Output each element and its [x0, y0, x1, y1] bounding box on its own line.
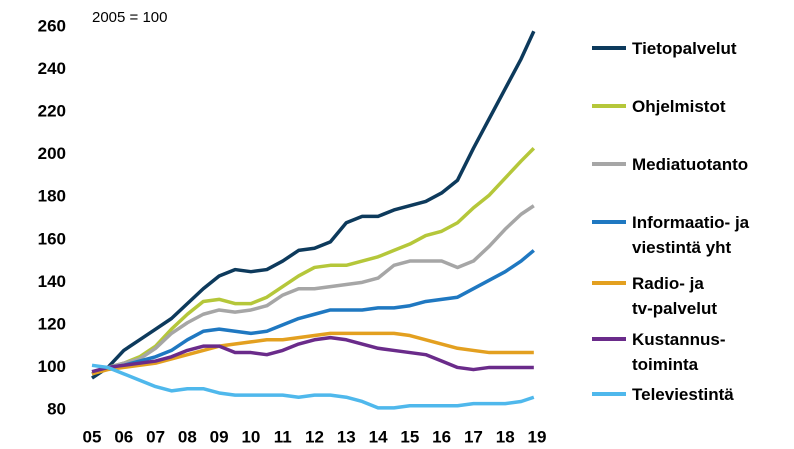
x-tick-label: 05 — [83, 427, 102, 446]
y-tick-label: 140 — [38, 272, 66, 291]
x-tick-label: 17 — [464, 427, 483, 446]
legend-swatch — [592, 337, 626, 341]
x-tick-label: 10 — [241, 427, 260, 446]
legend-swatch — [592, 220, 626, 224]
y-tick-label: 220 — [38, 102, 66, 121]
x-tick-label: 12 — [305, 427, 324, 446]
legend-label: Informaatio- ja viestintä yht — [632, 212, 750, 257]
legend-swatch — [592, 392, 626, 396]
x-tick-label: 08 — [178, 427, 197, 446]
legend-swatch — [592, 46, 626, 50]
series-line — [91, 147, 536, 376]
x-tick-label: 06 — [114, 427, 133, 446]
x-tick-label: 18 — [496, 427, 515, 446]
x-tick-label: 15 — [400, 427, 419, 446]
series-line — [91, 30, 536, 380]
series-line — [91, 335, 534, 374]
y-tick-label: 200 — [38, 144, 66, 163]
series-line — [91, 204, 535, 376]
y-tick-label: 240 — [38, 59, 66, 78]
legend-label: Televiestintä — [632, 384, 734, 404]
y-tick-label: 260 — [38, 16, 66, 35]
x-tick-label: 14 — [369, 427, 388, 446]
series-line — [91, 363, 535, 410]
y-tick-label: 180 — [38, 187, 66, 206]
legend-swatch — [592, 281, 626, 285]
legend-label: Mediatuotanto — [632, 154, 749, 174]
series-line — [91, 331, 534, 376]
x-tick-label: 19 — [528, 427, 547, 446]
legend-label: Ohjelmistot — [632, 96, 726, 116]
x-tick-label: 16 — [432, 427, 451, 446]
legend-swatch — [592, 104, 626, 108]
x-tick-label: 09 — [210, 427, 229, 446]
legend-label: Radio- ja tv-palvelut — [632, 273, 718, 318]
y-tick-label: 160 — [38, 229, 66, 248]
legend-label: Tietopalvelut — [632, 38, 737, 58]
annotation: 2005 = 100 — [92, 9, 168, 26]
y-tick-label: 100 — [38, 357, 66, 376]
x-tick-label: 13 — [337, 427, 356, 446]
x-tick-label: 07 — [146, 427, 165, 446]
x-tick-label: 11 — [274, 427, 292, 446]
series-line — [91, 249, 535, 376]
y-tick-label: 120 — [38, 314, 66, 333]
y-tick-label: 80 — [47, 399, 66, 418]
legend-swatch — [592, 162, 626, 166]
legend-label: Kustannus- toiminta — [632, 329, 726, 374]
